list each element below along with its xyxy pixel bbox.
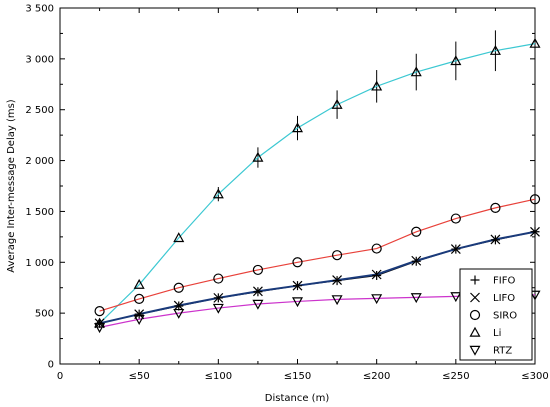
data-point-siro — [292, 257, 303, 268]
data-point-rtz — [371, 294, 383, 305]
x-tick-label: ≤100 — [205, 371, 232, 382]
legend-label-rtz: RTZ — [493, 346, 512, 357]
data-point-siro — [450, 213, 461, 224]
data-point-siro — [411, 226, 422, 237]
y-tick-label: 1 500 — [25, 207, 54, 218]
y-tick-label: 2 000 — [25, 156, 54, 167]
x-tick-label: 0 — [57, 371, 63, 382]
data-point-li — [529, 37, 541, 48]
data-point-siro — [529, 194, 541, 205]
y-tick-label: 2 500 — [25, 105, 54, 116]
data-point-rtz — [529, 290, 541, 301]
data-point-lifo — [332, 275, 343, 286]
data-point-lifo — [134, 309, 145, 320]
data-point-li — [252, 151, 264, 162]
data-point-lifo — [213, 292, 224, 303]
x-tick-label: ≤200 — [363, 371, 390, 382]
y-axis: 0 500 1 000 1 500 2 000 2 500 3 000 3 500 — [25, 4, 535, 371]
error-bars — [217, 30, 536, 202]
data-point-siro — [371, 243, 382, 254]
data-point-siro — [213, 273, 224, 284]
data-point-lifo — [252, 286, 263, 297]
data-point-lifo — [371, 269, 382, 280]
data-point-li — [410, 66, 422, 77]
legend-marker-rtz — [469, 345, 481, 356]
legend-marker-lifo — [470, 292, 480, 303]
data-point-siro — [173, 282, 184, 293]
data-point-lifo — [411, 255, 422, 266]
legend-label-lifo: LIFO — [493, 293, 515, 304]
data-point-lifo — [173, 300, 184, 311]
data-point-siro — [94, 306, 105, 317]
data-point-li — [450, 55, 462, 66]
data-point-lifo — [292, 280, 303, 291]
data-point-rtz — [331, 295, 343, 306]
legend-marker-siro — [469, 309, 481, 321]
data-point-siro — [490, 202, 501, 213]
y-tick-label: 1 000 — [25, 258, 54, 269]
legend-label-li: Li — [493, 328, 501, 339]
legend-marker-li — [469, 326, 481, 337]
x-axis-label: Distance (m) — [265, 393, 330, 404]
y-tick-label: 3 500 — [25, 4, 54, 15]
legend-box — [459, 268, 533, 361]
data-point-rtz — [450, 292, 462, 303]
x-tick-label: ≤150 — [284, 371, 311, 382]
data-point-li — [489, 44, 501, 55]
series-line-li — [99, 43, 536, 324]
x-axis: 0 ≤50 ≤100 ≤150 ≤200 ≤250 ≤300 — [57, 8, 549, 382]
data-point-siro — [134, 293, 145, 305]
x-tick-label: ≤250 — [442, 371, 469, 382]
data-point-rtz — [212, 303, 224, 314]
legend-marker-fifo — [470, 275, 480, 285]
data-point-li — [331, 98, 343, 109]
data-point-rtz — [252, 299, 264, 310]
y-tick-label: 0 — [48, 360, 54, 371]
legend: FIFO LIFO SIRO Li RTZ — [459, 268, 533, 361]
data-point-fifo — [372, 271, 382, 281]
x-tick-label: ≤300 — [521, 371, 548, 382]
data-point-siro — [331, 250, 343, 261]
data-point-li — [371, 80, 383, 91]
data-point-lifo — [490, 234, 501, 245]
y-tick-label: 500 — [35, 309, 54, 320]
legend-label-fifo: FIFO — [493, 276, 515, 287]
data-point-li — [212, 188, 224, 199]
series-line-lifo — [99, 230, 536, 325]
data-point-siro — [252, 264, 264, 276]
legend-label-siro: SIRO — [493, 311, 517, 322]
data-point-li — [133, 278, 145, 289]
data-point-li — [291, 122, 304, 133]
y-tick-label: 3 000 — [25, 54, 54, 65]
y-axis-label: Average Inter-message Delay (ms) — [6, 99, 17, 273]
x-tick-label: ≤50 — [129, 371, 150, 382]
data-point-lifo — [530, 226, 540, 237]
data-point-li — [173, 232, 185, 243]
series-line-siro — [99, 198, 536, 312]
data-point-lifo — [450, 244, 461, 254]
data-point-rtz — [410, 293, 422, 304]
series-markers — [94, 37, 541, 334]
data-point-lifo — [94, 318, 105, 329]
data-point-rtz — [291, 297, 304, 308]
